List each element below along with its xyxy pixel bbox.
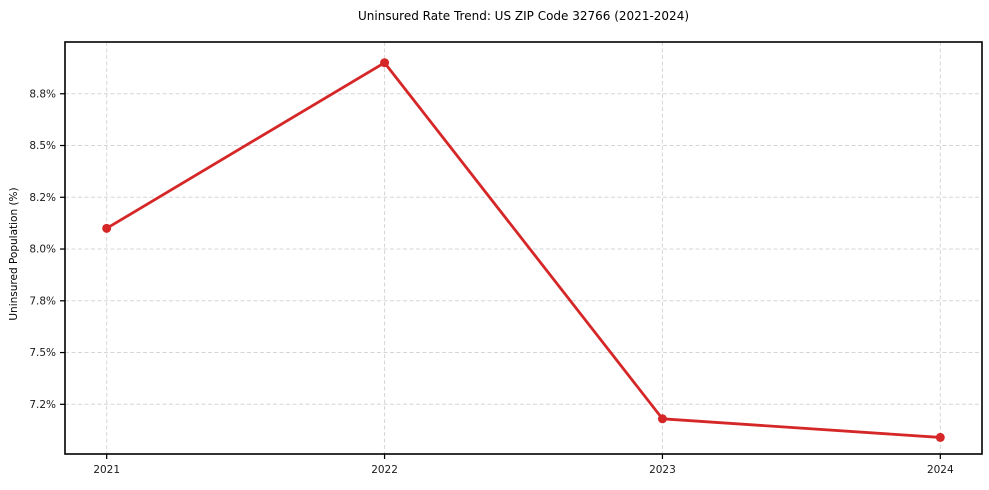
data-point-2022 (380, 58, 390, 68)
y-tick-label: 8.8% (29, 88, 56, 100)
data-point-2024 (935, 432, 945, 442)
x-tick-label: 2024 (927, 464, 954, 476)
y-tick-label: 7.2% (29, 399, 56, 411)
y-tick-label: 8.5% (29, 140, 56, 152)
y-tick-label: 8.2% (29, 192, 56, 204)
y-tick-label: 7.5% (29, 347, 56, 359)
x-tick-label: 2023 (649, 464, 676, 476)
x-tick-label: 2021 (93, 464, 120, 476)
y-tick-label: 8.0% (29, 244, 56, 256)
trend-line (105, 61, 942, 439)
x-tick-label: 2022 (371, 464, 398, 476)
chart-title: Uninsured Rate Trend: US ZIP Code 32766 … (357, 9, 690, 23)
data-point-2021 (102, 223, 112, 233)
data-point-2023 (657, 414, 667, 424)
plot-border (64, 41, 983, 455)
y-tick-label: 7.8% (29, 295, 56, 307)
